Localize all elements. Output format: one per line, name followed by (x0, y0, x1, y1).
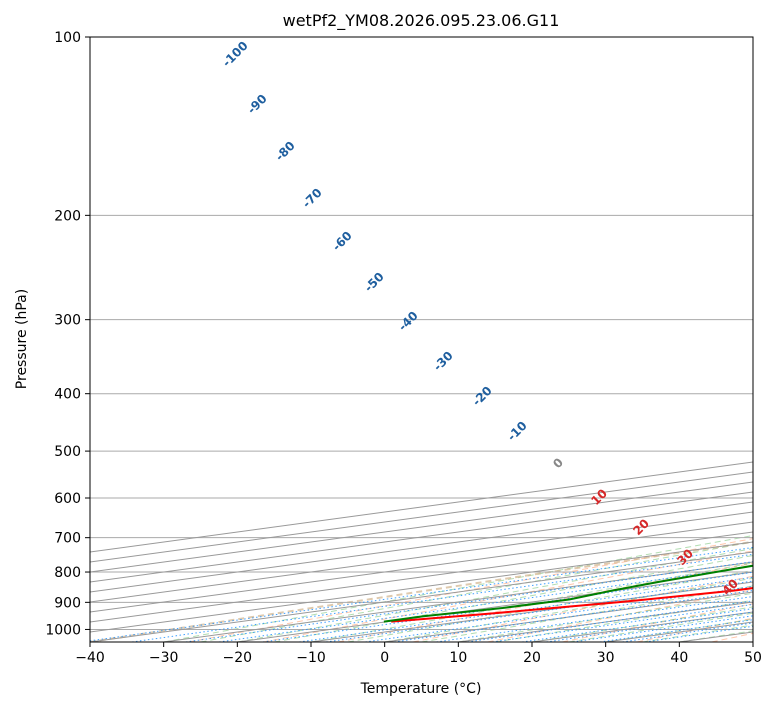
y-tick-label: 900 (54, 595, 81, 611)
dry-adiabat-label: -90 (245, 92, 270, 117)
isotherm-line (90, 481, 753, 573)
chart-title: wetPf2_YM08.2026.095.23.06.G11 (283, 11, 560, 31)
moist-adiabat-label: 0 (550, 455, 566, 471)
x-tick-label: −40 (75, 650, 105, 666)
y-tick-label: 400 (54, 387, 81, 403)
freezing-guide-line (90, 540, 753, 642)
y-axis-label: Pressure (hPa) (14, 289, 30, 389)
dry-adiabat-line (412, 575, 753, 642)
mixing-ratio-line (90, 546, 753, 642)
mixing-ratio-line (467, 600, 753, 642)
dry-adiabat-label: -30 (431, 349, 456, 374)
profile-series (383, 564, 753, 623)
isotherm-line (90, 471, 753, 563)
x-tick-label: 40 (670, 650, 688, 666)
x-tick-label: 50 (744, 650, 762, 666)
mixing-ratio-line (492, 603, 753, 642)
dry-adiabat-label: -50 (362, 270, 387, 295)
isotherm-line (90, 501, 753, 593)
dry-adiabat-label: -60 (330, 229, 355, 254)
plot-frame (89, 36, 754, 643)
moist-adiabat-line (531, 606, 753, 642)
dry-adiabat-line (487, 589, 753, 642)
x-tick-label: 20 (523, 650, 541, 666)
x-axis-label: Temperature (°C) (360, 681, 482, 697)
mixing-ratio-line (436, 596, 753, 642)
dry-adiabat-label: -80 (273, 139, 298, 164)
mixing-ratio-line (522, 608, 753, 642)
isotherm-line (531, 611, 753, 642)
isotherm-line (752, 641, 753, 642)
y-tick-label: 600 (54, 491, 81, 507)
mixing-ratio-line (185, 561, 753, 642)
isotherm-line (90, 491, 753, 583)
y-tick-label: 800 (54, 565, 81, 581)
y-axis: 100 200 300 400 500 600 700 800 900 1000 (45, 30, 90, 638)
moist-adiabat-line (310, 562, 753, 642)
dry-adiabat-label: -20 (470, 384, 495, 409)
x-tick-label: 30 (597, 650, 615, 666)
dry-adiabat-line (711, 632, 753, 642)
dewpoint-profile-line (383, 564, 753, 623)
isotherm-line (90, 541, 753, 633)
dry-adiabat-label: -10 (505, 419, 530, 444)
x-tick-label: −10 (296, 650, 326, 666)
y-tick-label: 100 (54, 30, 81, 46)
isotherm-line (90, 461, 753, 553)
y-tick-label: 500 (54, 444, 81, 460)
moist-adiabat-line (200, 541, 753, 642)
dry-adiabat-label: -100 (220, 39, 251, 70)
isotherm-line (310, 581, 753, 642)
y-tick-label: 300 (54, 313, 81, 329)
x-tick-label: 0 (380, 650, 389, 666)
isotherm-line (90, 521, 753, 613)
moist-adiabat-label: 10 (588, 486, 610, 508)
isotherm-line (90, 511, 753, 603)
moist-adiabat-line (568, 612, 753, 642)
mixing-ratio-line (131, 553, 753, 642)
y-tick-label: 700 (54, 531, 81, 547)
moist-adiabat-line (421, 585, 753, 642)
moist-adiabat-label: 20 (630, 516, 652, 538)
dry-adiabat-line (188, 538, 753, 642)
mixing-ratio-line (546, 611, 753, 642)
temperature-profile-line (391, 587, 753, 623)
mixing-ratio-line (326, 580, 753, 642)
x-tick-label: −20 (223, 650, 253, 666)
isotherm-line (384, 591, 753, 642)
dry-adiabat-line (636, 617, 753, 642)
dry-adiabat-line (562, 603, 753, 642)
isotherm-line (90, 531, 753, 623)
x-tick-label: 10 (449, 650, 467, 666)
isotherm-line (90, 551, 753, 642)
dry-adiabat-label: -70 (300, 186, 325, 211)
dry-adiabat-label: -40 (396, 309, 421, 334)
y-tick-label: 1000 (45, 622, 81, 638)
x-tick-label: −30 (149, 650, 179, 666)
x-axis: −40 −30 −20 −10 0 10 20 30 40 50 (75, 642, 762, 666)
background-lines (90, 37, 753, 642)
dry-adiabat-line (338, 562, 753, 642)
moist-adiabat-line (642, 624, 753, 642)
y-tick-label: 200 (54, 208, 81, 224)
